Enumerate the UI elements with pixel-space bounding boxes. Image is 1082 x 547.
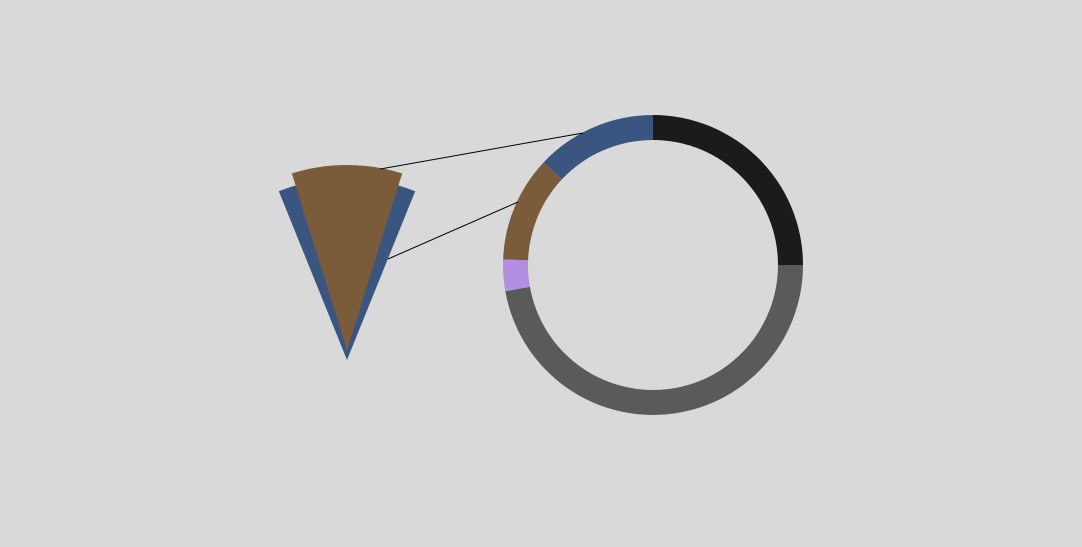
donut-slice-1 — [505, 265, 803, 416]
connector-line-top — [379, 132, 584, 170]
detail-wedge-group — [278, 165, 416, 360]
detail-wedge-inner — [291, 165, 403, 350]
donut-chart — [502, 115, 803, 416]
donut-slice-0 — [653, 115, 803, 265]
donut-slice-3 — [503, 162, 562, 261]
connector-lines — [379, 132, 584, 260]
connector-line-bottom — [387, 201, 519, 260]
donut-slice-2 — [502, 259, 530, 292]
donut-slice-4 — [543, 115, 653, 180]
detail-wedge-inner-group — [291, 165, 403, 350]
